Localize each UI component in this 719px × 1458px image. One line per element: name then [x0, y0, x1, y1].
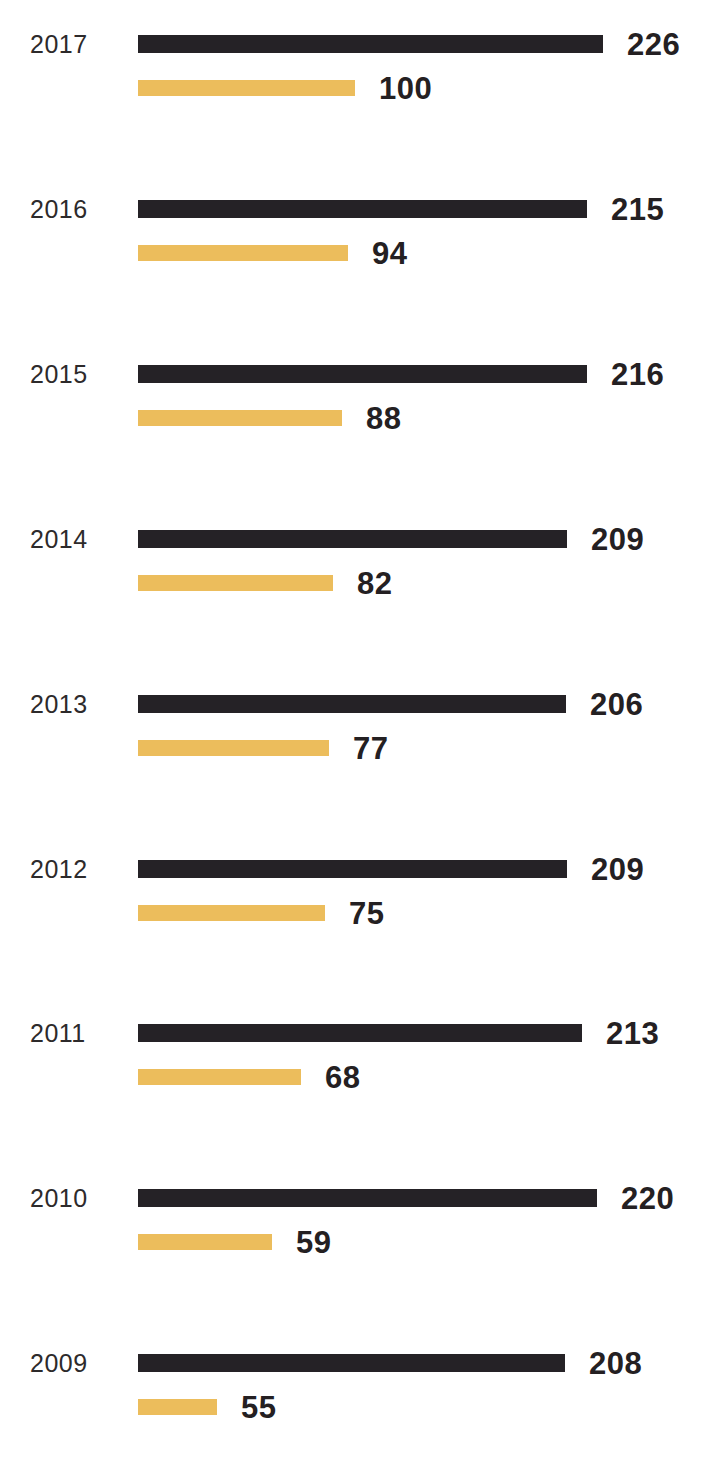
gold-bar [138, 1399, 217, 1415]
chart-row: 2017 226 100 [0, 0, 719, 1458]
gold-bar-value: 77 [353, 733, 388, 764]
dark-bar-value: 209 [591, 524, 644, 555]
dark-bar-line: 209 [138, 860, 644, 878]
dark-bar-line: 206 [138, 695, 643, 713]
dark-bar-value: 208 [589, 1348, 642, 1379]
year-label: 2014 [30, 527, 88, 552]
dark-bar-line: 220 [138, 1189, 674, 1207]
dark-bar [138, 35, 603, 53]
year-label: 2010 [30, 1186, 88, 1211]
dark-bar [138, 860, 567, 878]
gold-bar-value: 94 [372, 238, 407, 269]
chart-row: 2009 208 55 [0, 0, 719, 1458]
gold-bar-line: 75 [138, 905, 384, 921]
gold-bar [138, 740, 329, 756]
gold-bar-line: 88 [138, 410, 401, 426]
gold-bar-value: 59 [296, 1227, 331, 1258]
gold-bar-line: 82 [138, 575, 392, 591]
gold-bar-line: 94 [138, 245, 407, 261]
gold-bar-line: 100 [138, 80, 432, 96]
dark-bar [138, 695, 566, 713]
dark-bar-line: 215 [138, 200, 664, 218]
dark-bar [138, 200, 587, 218]
year-label: 2016 [30, 197, 88, 222]
chart-row: 2014 209 82 [0, 0, 719, 1458]
year-label: 2009 [30, 1351, 88, 1376]
dark-bar-value: 206 [590, 689, 643, 720]
dark-bar-value: 216 [611, 359, 664, 390]
dark-bar [138, 530, 567, 548]
dark-bar-line: 216 [138, 365, 664, 383]
dark-bar-value: 209 [591, 854, 644, 885]
gold-bar-value: 75 [349, 898, 384, 929]
dark-bar [138, 1354, 565, 1372]
dark-bar-line: 209 [138, 530, 644, 548]
chart: 2017226100201621594201521688201420982201… [0, 0, 719, 1458]
gold-bar [138, 575, 333, 591]
chart-row: 2011 213 68 [0, 0, 719, 1458]
gold-bar [138, 80, 355, 96]
year-label: 2015 [30, 362, 88, 387]
gold-bar [138, 905, 325, 921]
dark-bar [138, 365, 587, 383]
dark-bar [138, 1024, 582, 1042]
gold-bar [138, 1069, 301, 1085]
gold-bar [138, 410, 342, 426]
gold-bar-value: 68 [325, 1062, 360, 1093]
chart-row: 2012 209 75 [0, 0, 719, 1458]
gold-bar-line: 77 [138, 740, 388, 756]
year-label: 2013 [30, 692, 88, 717]
gold-bar-value: 100 [379, 73, 432, 104]
gold-bar-value: 82 [357, 568, 392, 599]
gold-bar-value: 55 [241, 1392, 276, 1423]
chart-row: 2016 215 94 [0, 0, 719, 1458]
dark-bar-value: 213 [606, 1018, 659, 1049]
chart-row: 2015 216 88 [0, 0, 719, 1458]
dark-bar-value: 220 [621, 1183, 674, 1214]
year-label: 2011 [30, 1021, 86, 1046]
gold-bar-line: 59 [138, 1234, 331, 1250]
chart-row: 2013 206 77 [0, 0, 719, 1458]
chart-row: 2010 220 59 [0, 0, 719, 1458]
dark-bar-value: 215 [611, 194, 664, 225]
dark-bar-line: 213 [138, 1024, 659, 1042]
year-label: 2012 [30, 857, 88, 882]
dark-bar-line: 208 [138, 1354, 642, 1372]
gold-bar-value: 88 [366, 403, 401, 434]
dark-bar-value: 226 [627, 29, 680, 60]
gold-bar [138, 245, 348, 261]
gold-bar [138, 1234, 272, 1250]
dark-bar [138, 1189, 597, 1207]
gold-bar-line: 55 [138, 1399, 276, 1415]
year-label: 2017 [30, 32, 88, 57]
gold-bar-line: 68 [138, 1069, 360, 1085]
dark-bar-line: 226 [138, 35, 680, 53]
